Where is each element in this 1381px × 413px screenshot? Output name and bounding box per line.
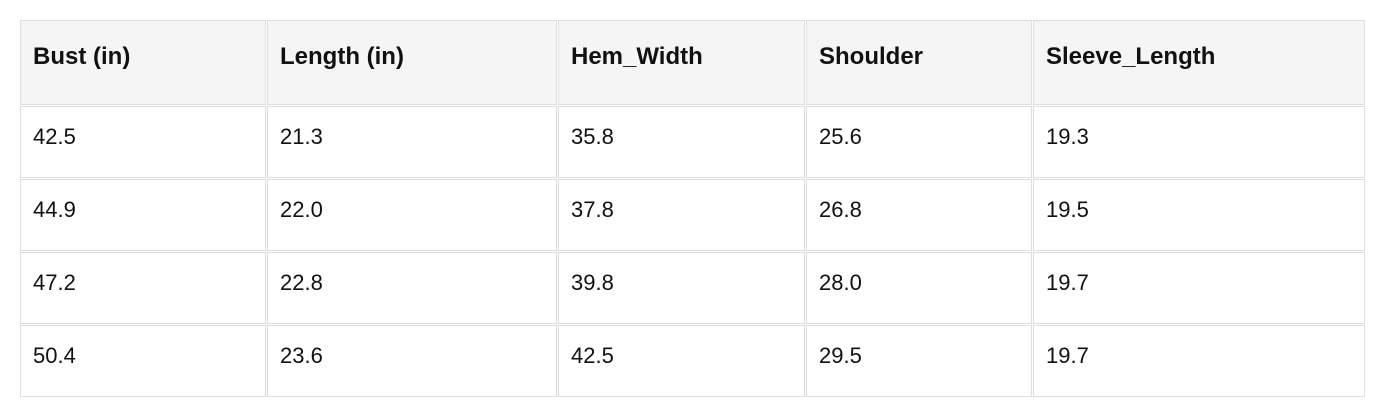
header-cell: Hem_Width xyxy=(558,20,805,105)
table-row: 44.9 22.0 37.8 26.8 19.5 xyxy=(20,179,1365,251)
table-cell: 25.6 xyxy=(806,106,1032,178)
table-body: 42.5 21.3 35.8 25.6 19.3 44.9 22.0 37.8 26.8 19.5… xyxy=(20,106,1365,397)
table-cell: 19.5 xyxy=(1033,179,1365,251)
table-cell: 42.5 xyxy=(20,106,266,178)
table-cell: 21.3 xyxy=(267,106,557,178)
table-cell: 37.8 xyxy=(558,179,805,251)
table-cell: 23.6 xyxy=(267,325,557,397)
table-cell: 19.3 xyxy=(1033,106,1365,178)
table-header: Bust (in) Length (in) Hem_Width Shoulder Sle… xyxy=(20,20,1365,105)
size-table: Bust (in) Length (in) Hem_Width Shoulder Sle… xyxy=(19,19,1366,398)
header-cell: Sleeve_Length xyxy=(1033,20,1365,105)
table-cell: 47.2 xyxy=(20,252,266,324)
table-cell: 39.8 xyxy=(558,252,805,324)
table-row: 47.2 22.8 39.8 28.0 19.7 xyxy=(20,252,1365,324)
header-row: Bust (in) Length (in) Hem_Width Shoulder Sle… xyxy=(20,20,1365,105)
table-row: 50.4 23.6 42.5 29.5 19.7 xyxy=(20,325,1365,397)
table-cell: 44.9 xyxy=(20,179,266,251)
header-cell: Shoulder xyxy=(806,20,1032,105)
table-cell: 19.7 xyxy=(1033,325,1365,397)
table-cell: 42.5 xyxy=(558,325,805,397)
table-cell: 29.5 xyxy=(806,325,1032,397)
table-row: 42.5 21.3 35.8 25.6 19.3 xyxy=(20,106,1365,178)
header-cell: Bust (in) xyxy=(20,20,266,105)
table-cell: 28.0 xyxy=(806,252,1032,324)
table-cell: 22.0 xyxy=(267,179,557,251)
table-cell: 26.8 xyxy=(806,179,1032,251)
table-cell: 19.7 xyxy=(1033,252,1365,324)
table-cell: 50.4 xyxy=(20,325,266,397)
table-cell: 35.8 xyxy=(558,106,805,178)
header-cell: Length (in) xyxy=(267,20,557,105)
table-cell: 22.8 xyxy=(267,252,557,324)
